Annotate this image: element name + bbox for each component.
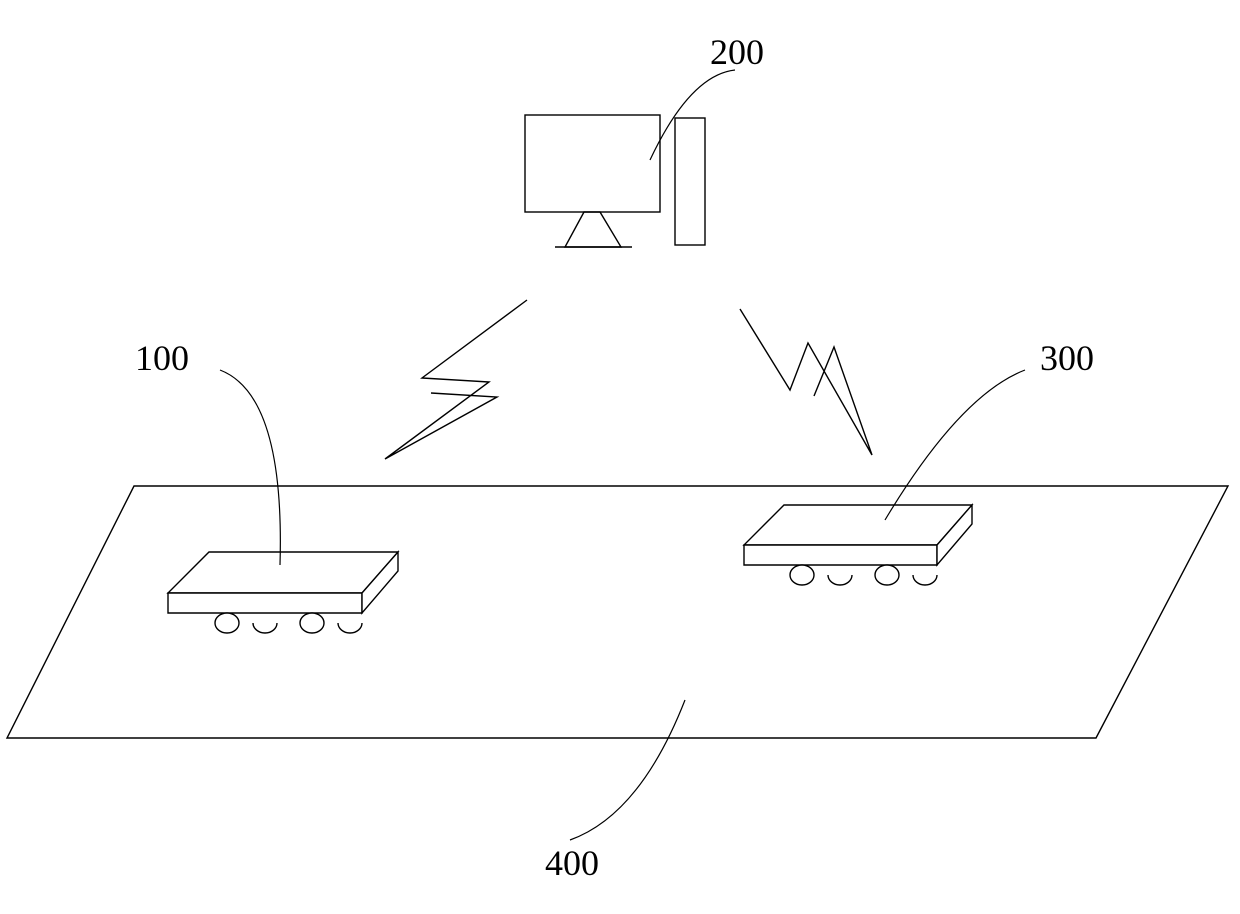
- robot-top-face: [168, 552, 398, 593]
- label-floor: 400: [545, 843, 599, 883]
- leader-lines: [220, 70, 1025, 840]
- label-robot-right: 300: [1040, 338, 1094, 378]
- robot-wheel-icon: [338, 623, 362, 633]
- monitor-icon: [525, 115, 660, 212]
- leader-robot-left: [220, 370, 280, 565]
- leader-computer: [650, 70, 735, 160]
- robot-top-face: [744, 505, 972, 545]
- robot-front-face: [744, 545, 937, 565]
- monitor-stand: [565, 212, 621, 247]
- leader-floor: [570, 700, 685, 840]
- robot-wheel-icon: [913, 575, 937, 585]
- label-robot-left: 100: [135, 338, 189, 378]
- robot-wheel-icon: [828, 575, 852, 585]
- wireless-bolt-left: [385, 300, 527, 459]
- robot-wheel-icon: [215, 613, 239, 633]
- robot-wheel-icon: [790, 565, 814, 585]
- robot-wheel-icon: [253, 623, 277, 633]
- label-computer: 200: [710, 32, 764, 72]
- robot-wheel-icon: [300, 613, 324, 633]
- wireless-bolt-right: [740, 309, 872, 455]
- leader-robot-right: [885, 370, 1025, 520]
- technical-diagram: 200 100 300 400: [0, 0, 1240, 914]
- computer: [525, 115, 705, 247]
- robot-right: [744, 505, 972, 585]
- robot-wheel-icon: [875, 565, 899, 585]
- tower-icon: [675, 118, 705, 245]
- robot-front-face: [168, 593, 362, 613]
- robot-left: [168, 552, 398, 633]
